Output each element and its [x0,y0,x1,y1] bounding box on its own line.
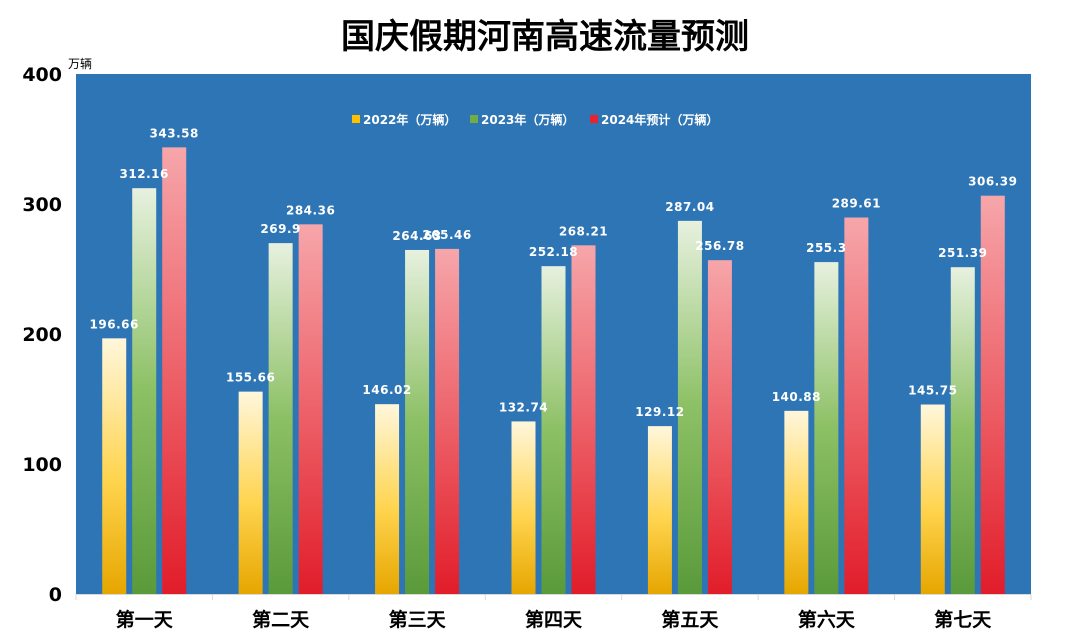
chart-title: 国庆假期河南高速流量预测 [341,17,749,57]
legend-swatch-0 [352,115,360,123]
data-label-series0-cat0: 196.66 [90,317,139,331]
bar-series1-cat6 [950,267,975,594]
x-tick-label-1: 第二天 [252,608,310,631]
y-axis-unit: 万辆 [68,57,92,71]
x-axis: 第一天 第二天 第三天 第四天 第五天 第六天 第七天 [75,594,1032,631]
legend-swatch-2 [590,115,598,123]
data-label-series2-cat2: 265.46 [422,228,471,242]
x-tick-label-2: 第三天 [389,608,447,631]
data-label-series0-cat6: 145.75 [908,384,957,398]
data-label-series1-cat2: 264.63 [392,229,441,243]
bar-series2-cat2 [435,248,460,595]
y-tick-label-0: 0 [49,584,62,606]
data-label-series2-cat4: 256.78 [695,239,744,253]
bar-series0-cat4 [647,426,672,594]
bar-series0-cat1 [238,391,263,594]
y-tick-label-3: 300 [22,194,62,216]
data-label-series2-cat1: 284.36 [286,203,335,217]
y-tick-label-1: 100 [22,454,62,476]
data-label-series1-cat0: 312.16 [120,167,169,181]
data-label-series0-cat1: 155.66 [226,371,275,385]
x-tick-label-0: 第一天 [116,608,174,631]
bar-series1-cat1 [268,243,293,594]
data-label-series0-cat5: 140.88 [772,390,821,404]
bar-series1-cat5 [814,262,839,594]
y-tick-label-4: 400 [22,64,62,86]
x-tick-label-5: 第六天 [798,608,856,631]
bar-series1-cat4 [677,220,702,594]
data-label-series1-cat6: 251.39 [938,246,987,260]
bar-series2-cat0 [162,147,187,594]
bar-series0-cat5 [784,410,809,594]
x-tick-label-3: 第四天 [525,608,583,631]
data-label-series1-cat5: 255.3 [806,241,846,255]
bar-series2-cat3 [571,245,596,594]
bar-series0-cat6 [920,404,945,594]
bar-series2-cat5 [844,217,869,594]
data-label-series2-cat3: 268.21 [559,224,608,238]
data-label-series0-cat2: 146.02 [362,383,411,397]
data-label-series2-cat0: 343.58 [150,126,199,140]
data-label-series0-cat4: 129.12 [635,405,684,419]
data-label-series1-cat3: 252.18 [529,245,578,259]
legend-label-0: 2022年（万辆） [363,112,456,127]
bar-series0-cat3 [511,421,536,594]
bar-series2-cat4 [707,260,732,594]
data-labels: 196.66 312.16 343.58 155.66 269.9 284.36 146.0… [90,126,1017,419]
x-tick-label-6: 第七天 [934,608,992,631]
bar-series2-cat6 [980,195,1005,594]
data-label-series1-cat4: 287.04 [665,200,714,214]
bar-series1-cat2 [405,249,430,594]
legend-label-2: 2024年预计（万辆） [601,112,718,127]
legend-swatch-1 [470,115,478,123]
data-label-series2-cat5: 289.61 [832,197,881,211]
bar-series1-cat3 [541,266,566,594]
y-tick-label-2: 200 [22,324,62,346]
legend: 2022年（万辆） 2023年（万辆） 2024年预计（万辆） [352,112,718,127]
data-label-series1-cat1: 269.9 [260,222,300,236]
bars [102,147,1005,595]
data-label-series2-cat6: 306.39 [968,175,1017,189]
x-tick-label-4: 第五天 [661,608,719,631]
data-label-series0-cat3: 132.74 [499,400,548,414]
bar-series1-cat0 [132,188,157,594]
bar-series0-cat2 [375,404,400,594]
y-axis: 0 100 200 300 400 [22,64,62,606]
bar-series2-cat1 [298,224,323,594]
bar-series0-cat0 [102,338,127,594]
legend-label-1: 2023年（万辆） [481,112,574,127]
